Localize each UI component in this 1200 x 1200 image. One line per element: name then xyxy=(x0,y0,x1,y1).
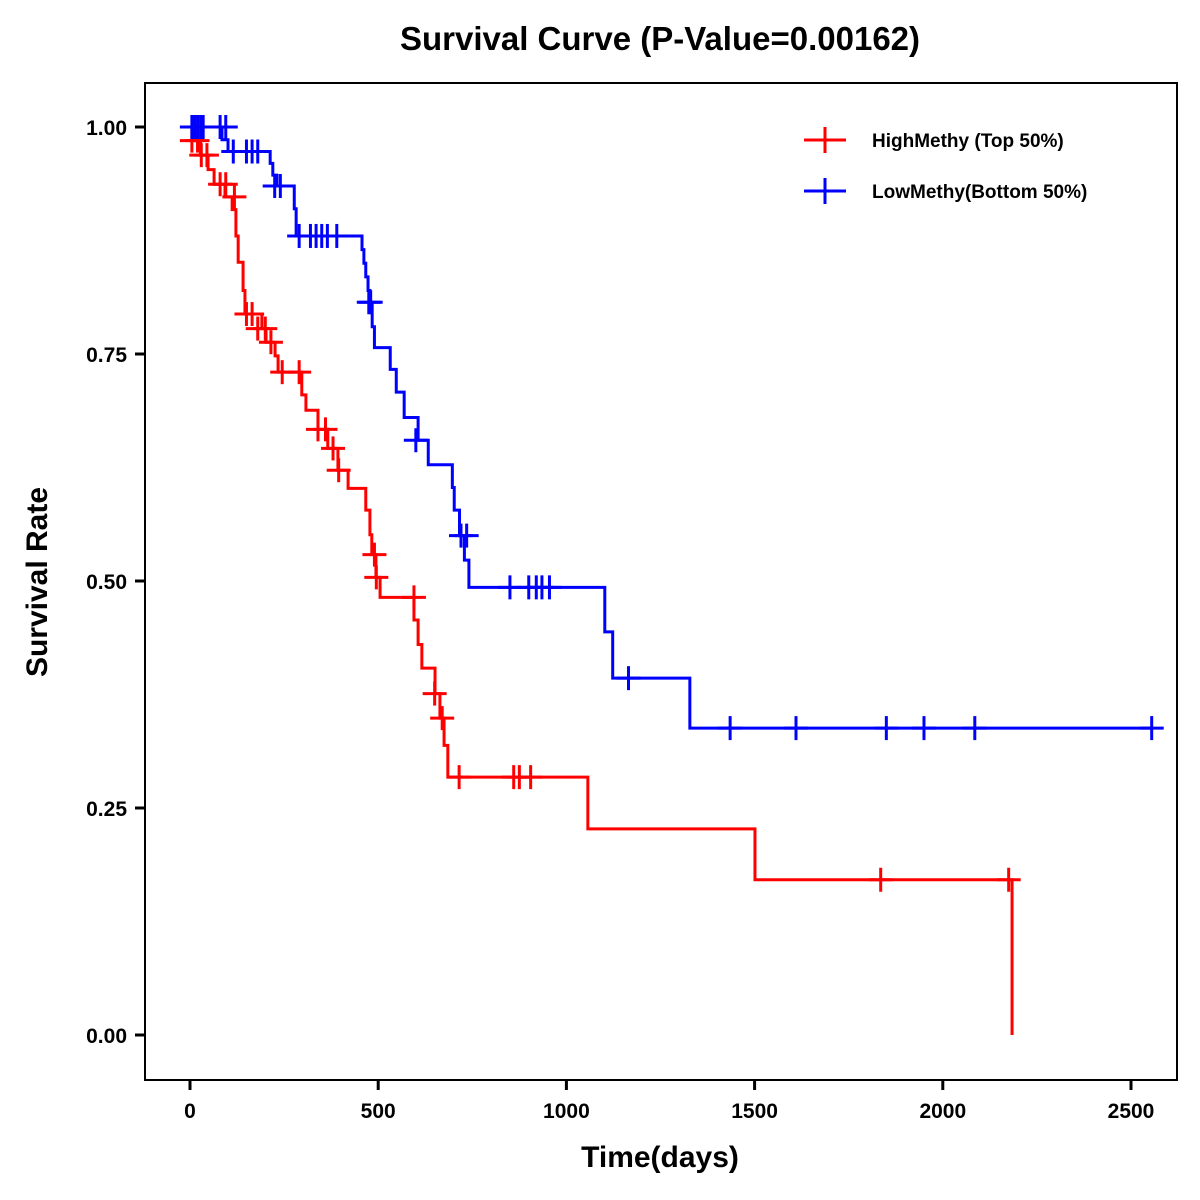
censor-mark xyxy=(537,575,562,600)
censor-mark xyxy=(962,716,987,741)
y-tick-label: 0.75 xyxy=(86,344,127,367)
y-axis: 0.00 0.25 0.50 0.75 1.00 xyxy=(86,117,145,1048)
censor-mark xyxy=(784,716,809,741)
censor-mark xyxy=(213,115,238,139)
censor-mark xyxy=(364,565,389,590)
censor-mark xyxy=(911,716,936,741)
censor-mark xyxy=(447,765,472,790)
censor-mark xyxy=(245,139,270,164)
x-tick-label: 1500 xyxy=(731,1100,778,1123)
censor-mark xyxy=(718,716,743,741)
series-lowmethy xyxy=(179,115,1164,741)
y-tick-label: 0.25 xyxy=(86,798,127,821)
legend-item: LowMethy(Bottom 50%) xyxy=(804,178,1087,204)
legend-label: LowMethy(Bottom 50%) xyxy=(872,182,1087,203)
y-axis-label: Survival Rate xyxy=(21,487,54,677)
legend-item: HighMethy (Top 50%) xyxy=(804,127,1064,153)
censor-mark xyxy=(874,716,899,741)
series-highmethy xyxy=(179,125,1021,1035)
x-axis-label: Time(days) xyxy=(581,1141,739,1174)
censor-mark xyxy=(616,666,641,691)
censor-mark xyxy=(324,223,349,248)
x-tick-label: 2000 xyxy=(919,1100,966,1123)
survival-curve-line xyxy=(190,125,1152,730)
survival-curve-line xyxy=(190,125,1014,1035)
censor-mark xyxy=(268,174,293,199)
censor-mark xyxy=(358,290,383,315)
series-layer xyxy=(179,115,1164,1035)
censor-mark xyxy=(326,458,351,483)
y-tick-label: 0.50 xyxy=(86,571,127,594)
censor-mark xyxy=(403,428,428,453)
legend-label: HighMethy (Top 50%) xyxy=(872,131,1064,152)
y-tick-label: 0.00 xyxy=(86,1025,127,1048)
censor-mark xyxy=(213,172,238,197)
censor-mark xyxy=(996,867,1021,892)
censor-mark xyxy=(1139,716,1164,741)
censor-mark xyxy=(401,585,426,610)
censor-mark xyxy=(868,867,893,892)
censor-mark xyxy=(321,436,346,461)
x-tick-label: 500 xyxy=(361,1100,396,1123)
censor-mark xyxy=(362,542,387,567)
censor-mark xyxy=(518,765,543,790)
x-axis: 0 500 1000 1500 2000 2500 xyxy=(184,1080,1154,1123)
x-tick-label: 0 xyxy=(184,1100,196,1123)
censor-mark xyxy=(313,417,338,442)
censor-mark xyxy=(287,360,312,385)
x-tick-label: 1000 xyxy=(543,1100,590,1123)
censor-mark xyxy=(422,681,447,706)
censor-mark xyxy=(240,302,265,327)
legend: HighMethy (Top 50%) LowMethy(Bottom 50%) xyxy=(804,127,1087,204)
censor-mark xyxy=(222,184,247,209)
chart-title: Survival Curve (P-Value=0.00162) xyxy=(400,20,920,57)
y-tick-label: 1.00 xyxy=(86,117,127,140)
censor-mark xyxy=(194,143,219,168)
censor-mark xyxy=(430,706,455,731)
x-tick-label: 2500 xyxy=(1108,1100,1155,1123)
censor-mark xyxy=(258,330,283,355)
censor-mark xyxy=(454,523,479,548)
censor-mark xyxy=(253,316,278,341)
